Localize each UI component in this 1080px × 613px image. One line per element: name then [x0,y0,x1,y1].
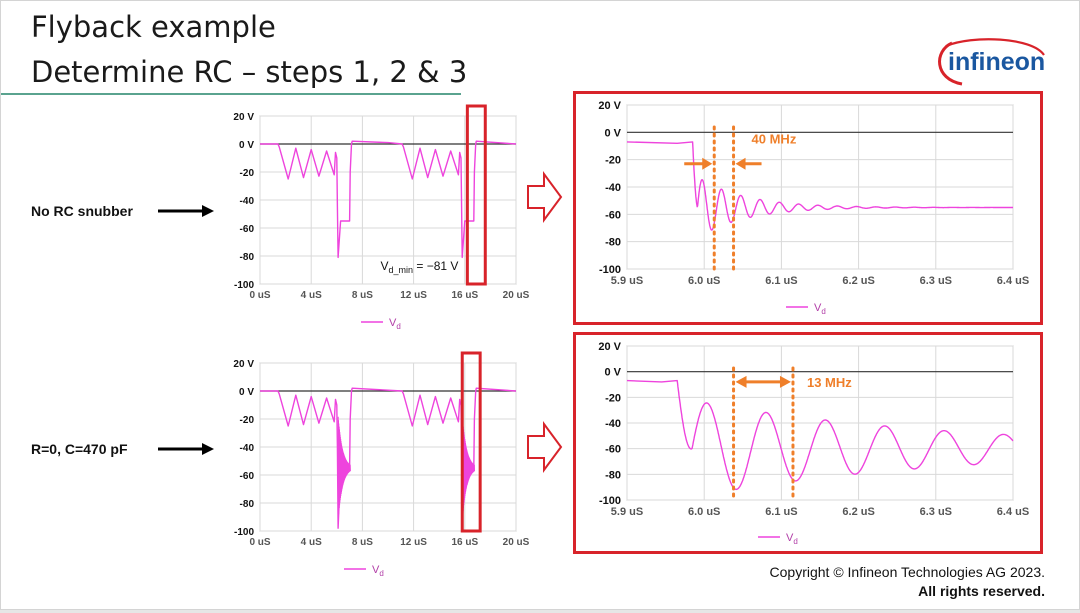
y-tick-label: -80 [240,499,255,510]
x-tick-label: 5.9 uS [611,275,643,287]
x-tick-label: 20 uS [503,537,530,548]
y-tick-label: 0 V [239,140,254,151]
x-tick-label: 12 uS [400,537,427,548]
frequency-label: 13 MHz [807,375,852,390]
ringing-burst [337,416,351,522]
y-tick-label: -100 [599,495,621,507]
x-tick-label: 6.2 uS [842,275,874,287]
x-tick-label: 8 uS [352,537,373,548]
period-arrowhead-left [702,157,713,170]
x-tick-label: 6.0 uS [688,506,720,518]
y-tick-label: 20 V [233,112,254,123]
zoom-frame-b [573,332,1043,554]
x-tick-label: 8 uS [352,290,373,301]
zoom-frame-a [573,91,1043,325]
period-arrowhead-right [779,375,791,388]
x-tick-label: 6.0 uS [688,275,720,287]
legend-label: Vd [389,317,401,331]
y-tick-label: -40 [240,443,255,454]
x-tick-label: 0 uS [249,290,270,301]
chart-rc-snubber-overview: 0 uS 4 uS 8 uS 12 uS 16 uS 20 uS 20 V 0 V -20 -40… [233,351,530,578]
slide-title-line1: Flyback example [31,10,276,44]
zoom-highlight-box [460,351,482,533]
frequency-label: 40 MHz [752,131,797,146]
x-tick-label: 6.4 uS [997,275,1029,287]
y-tick-label: -20 [240,168,255,179]
y-tick-label: -60 [605,209,621,221]
row-label-rc-snubber: R=0, C=470 pF [31,441,128,457]
legend-label: Vd [814,302,826,316]
y-tick-label: -100 [599,264,621,276]
y-tick-label: 0 V [604,367,621,379]
chart-rc-snubber-zoom: 5.9 uS 6.0 uS 6.1 uS 6.2 uS 6.3 uS 6.4 uS 20 V… [598,341,1029,546]
series-line-vd [626,141,1014,231]
row-arrow-b-icon [158,443,214,455]
y-tick-label: -80 [605,237,621,249]
y-tick-label: 0 V [604,127,621,139]
x-tick-label: 6.1 uS [765,506,797,518]
row-label-no-snubber: No RC snubber [31,203,133,219]
zoom-arrow-b-icon [527,421,563,473]
logo-text: infineon [948,48,1045,76]
zoom-highlight-box [465,104,487,286]
y-tick-label: 20 V [598,341,621,353]
y-tick-label: -20 [240,415,255,426]
x-tick-label: 5.9 uS [611,506,643,518]
x-tick-label: 4 uS [301,537,322,548]
slide-title-line2: Determine RC – steps 1, 2 & 3 [31,55,468,89]
x-tick-label: 6.1 uS [765,275,797,287]
zoom-arrow-a-icon [527,171,563,223]
chart-no-snubber-overview: 0 uS 4 uS 8 uS 12 uS 16 uS 20 uS 20 V 0 V -20 -40… [233,104,530,331]
row-arrow-a-icon [158,205,214,217]
x-tick-label: 12 uS [400,290,427,301]
x-tick-label: 16 uS [451,537,478,548]
vd-min-annotation: Vd_min = −81 V [380,259,458,275]
x-tick-label: 20 uS [503,290,530,301]
y-tick-label: -100 [234,527,254,538]
y-tick-label: -40 [240,196,255,207]
y-tick-label: -100 [234,280,254,291]
period-arrowhead-left [735,375,747,388]
x-tick-label: 6.4 uS [997,506,1029,518]
legend-label: Vd [372,564,384,578]
y-tick-label: -40 [605,418,621,430]
y-tick-label: -60 [240,224,255,235]
ringing-burst [461,416,475,522]
legend-label: Vd [786,532,798,546]
infineon-logo-icon: infineon [938,38,1045,86]
y-tick-label: 20 V [598,100,621,112]
x-tick-label: 6.2 uS [842,506,874,518]
copyright-line1: Copyright © Infineon Technologies AG 202… [769,564,1045,580]
series-line-vd [260,140,517,259]
y-tick-label: -20 [605,392,621,404]
period-arrowhead-right [735,157,746,170]
x-tick-label: 6.3 uS [920,275,952,287]
y-tick-label: -60 [240,471,255,482]
y-tick-label: -80 [605,469,621,481]
x-tick-label: 16 uS [451,290,478,301]
y-tick-label: 20 V [233,359,254,370]
copyright-line2: All rights reserved. [918,583,1045,599]
x-tick-label: 6.3 uS [920,506,952,518]
y-tick-label: -60 [605,444,621,456]
y-tick-label: -40 [605,182,621,194]
y-tick-label: 0 V [239,387,254,398]
title-underline [1,93,461,95]
y-tick-label: -80 [240,252,255,263]
x-tick-label: 0 uS [249,537,270,548]
chart-no-snubber-zoom: 5.9 uS 6.0 uS 6.1 uS 6.2 uS 6.3 uS 6.4 uS 20 V… [598,100,1029,316]
y-tick-label: -20 [605,155,621,167]
x-tick-label: 4 uS [301,290,322,301]
